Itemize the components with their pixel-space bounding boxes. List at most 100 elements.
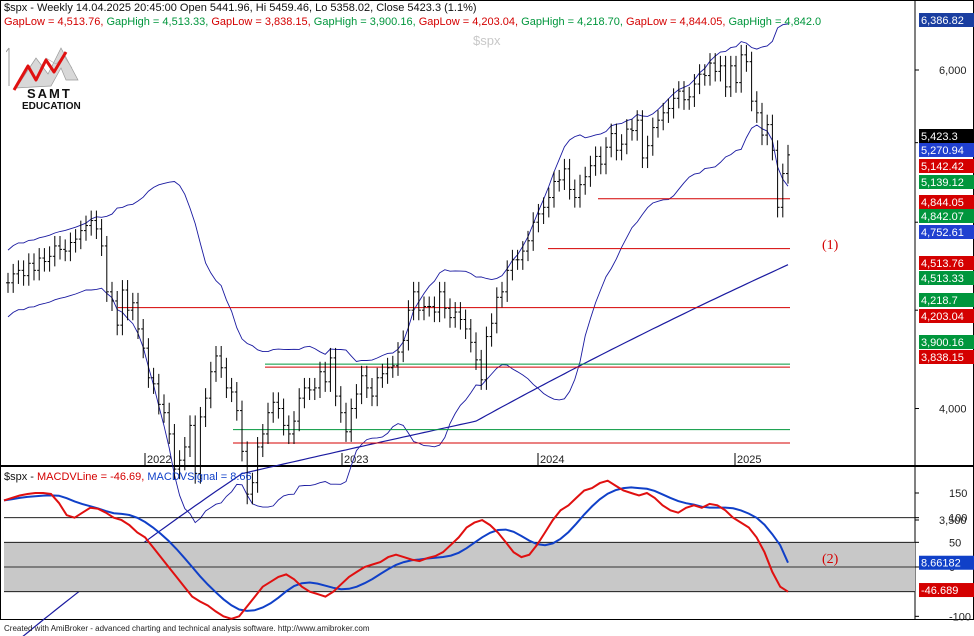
gap-legend-7: GapHigh = 4,842.0 — [728, 16, 822, 28]
ohlc-bar — [723, 55, 728, 97]
ohlc-bar — [370, 377, 374, 407]
ohlc-bar — [42, 248, 47, 272]
ohlc-bar — [390, 355, 395, 378]
annotation-1: (1) — [822, 238, 839, 253]
price-label-box — [919, 175, 974, 189]
ohlc-bar — [318, 361, 322, 398]
logo-text-education: EDUCATION — [22, 101, 81, 112]
ohlc-bar — [656, 110, 660, 138]
ohlc-bar — [489, 313, 494, 347]
price-label-text: 5,423.3 — [921, 131, 958, 143]
ohlc-bar — [250, 472, 255, 505]
ohlc-bar — [640, 110, 645, 169]
ohlc-bar — [692, 74, 697, 107]
ohlc-bar — [754, 91, 759, 123]
ohlc-bar — [156, 373, 161, 415]
ohlc-bar — [323, 361, 328, 392]
ohlc-bar — [333, 347, 338, 407]
macd-tick-label: 100 — [949, 513, 967, 525]
price-label-text: 4,844.05 — [921, 197, 964, 209]
price-label-box — [919, 195, 974, 209]
ohlc-bar — [494, 287, 499, 334]
ohlc-bar — [416, 281, 421, 321]
price-label-box — [919, 129, 974, 143]
price-tick-label: 3,500 — [939, 515, 967, 527]
ohlc-bar — [182, 436, 187, 471]
ohlc-bar — [312, 377, 317, 401]
ohlc-bar — [58, 235, 62, 260]
ohlc-bar — [609, 123, 614, 158]
ohlc-bar — [427, 296, 432, 317]
ohlc-bar — [780, 163, 785, 218]
gap-legend-6: GapLow = 4,844.05, — [626, 16, 726, 28]
samt-logo-icon — [6, 47, 79, 91]
ohlc-bar — [598, 146, 603, 175]
price-label-text: 4,218.7 — [921, 295, 958, 307]
macd-value-box — [919, 555, 974, 570]
ohlc-bar — [411, 281, 416, 321]
ohlc-bar — [718, 55, 723, 82]
ohlc-bar — [68, 232, 73, 262]
price-label-text: 4,752.61 — [921, 227, 964, 239]
ohlc-bar — [52, 235, 57, 267]
ohlc-bar — [26, 253, 31, 286]
ohlc-bar — [208, 361, 213, 409]
gap-legend-5: GapHigh = 4,218.70, — [521, 16, 623, 28]
ohlc-bar — [661, 102, 666, 131]
ohlc-bar — [271, 392, 276, 423]
ohlc-bar — [432, 296, 437, 323]
ohlc-bar — [624, 119, 629, 155]
annotation-2: (2) — [822, 552, 839, 567]
ohlc-bar — [94, 210, 99, 240]
gap-legend-2: GapLow = 3,838.15, — [211, 16, 311, 28]
ohlc-bar — [645, 135, 650, 169]
ohlc-bar — [526, 230, 530, 262]
ohlc-bar — [177, 450, 182, 480]
price-pane-frame — [0, 0, 974, 466]
ohlc-bar — [141, 318, 146, 359]
ohlc-bar — [760, 102, 764, 146]
macd-prefix: $spx - — [4, 471, 38, 483]
ohlc-bar — [500, 281, 504, 308]
ohlc-bar — [604, 137, 608, 175]
ohlc-bar — [463, 309, 468, 340]
ohlc-bar — [203, 388, 208, 427]
price-label-text: 5,270.94 — [921, 145, 964, 157]
ohlc-bar — [6, 272, 10, 293]
macd-line-legend: MACDVLine = -46.69, — [37, 471, 145, 483]
ohlc-bar — [422, 296, 426, 321]
ohlc-bar — [765, 114, 770, 146]
ohlc-bar — [448, 298, 452, 328]
gap-legend: GapLow = 4,513.76, GapHigh = 4,513.33, G… — [4, 16, 821, 28]
ohlc-bar — [364, 365, 369, 398]
price-label-box — [919, 293, 974, 307]
ohlc-bar — [380, 363, 385, 388]
price-label-text: 4,203.04 — [921, 311, 964, 323]
ohlc-bar — [728, 55, 733, 97]
ohlc-bar — [775, 140, 780, 218]
ohlc-bar — [713, 53, 718, 82]
price-label-text: 3,838.15 — [921, 352, 964, 364]
ohlc-bar — [687, 86, 692, 110]
macd-tick-label: -100 — [949, 611, 971, 623]
price-header: $spx - Weekly 14.04.2025 20:45:00 Open 5… — [4, 2, 477, 14]
ohlc-bar — [120, 280, 125, 336]
macd-header: $spx - MACDVLine = -46.69, MACDVSignal =… — [4, 471, 252, 483]
price-label-box — [919, 143, 974, 157]
ohlc-bar — [115, 290, 120, 336]
ohlc-bar — [229, 377, 234, 403]
ohlc-bar — [214, 345, 218, 382]
ohlc-bar — [708, 53, 712, 86]
ohlc-bar — [552, 171, 556, 208]
ohlc-bar — [188, 415, 192, 458]
ohlc-bar — [567, 158, 572, 200]
ohlc-bar — [614, 123, 619, 161]
ohlc-bar — [671, 88, 676, 119]
ohlc-bar — [520, 241, 525, 270]
gap-legend-3: GapHigh = 3,900.16, — [313, 16, 416, 28]
gap-legend-1: GapHigh = 4,513.33, — [106, 16, 209, 28]
macd-signal-line — [3, 486, 789, 612]
price-label-text: 5,139.12 — [921, 177, 964, 189]
ohlc-bar — [151, 367, 156, 394]
